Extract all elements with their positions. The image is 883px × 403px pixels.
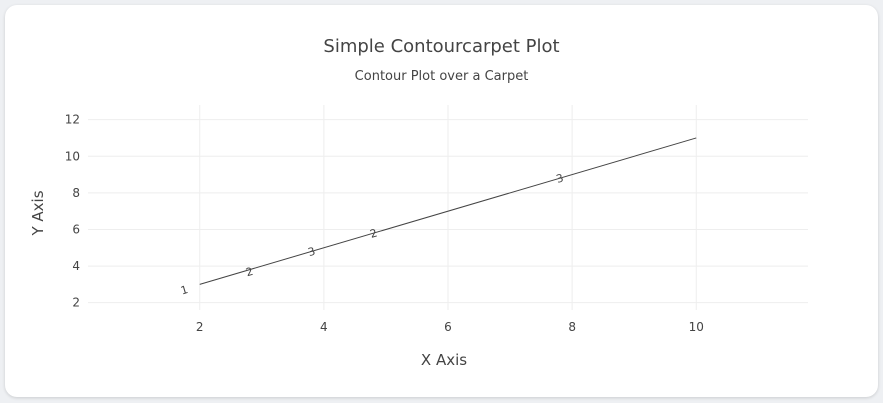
chart-subtitle: Contour Plot over a Carpet <box>354 69 529 84</box>
contour-label: 3 <box>555 171 565 185</box>
x-tick-label: 8 <box>568 320 576 334</box>
contour-label: 1 <box>179 283 189 297</box>
y-tick-label: 10 <box>65 149 80 163</box>
y-axis-title: Y Axis <box>29 190 47 236</box>
x-tick-label: 2 <box>196 320 204 334</box>
y-tick-label: 4 <box>72 259 80 273</box>
y-tick-label: 12 <box>65 113 80 127</box>
grid-lines <box>88 105 808 310</box>
y-tick-label: 6 <box>72 222 80 236</box>
x-tick-label: 10 <box>689 320 704 334</box>
y-tick-label: 8 <box>72 186 80 200</box>
chart-card: Simple Contourcarpet Plot Contour Plot o… <box>5 5 878 397</box>
carpet-series <box>199 137 697 285</box>
x-tick-label: 6 <box>444 320 452 334</box>
contour-labels: 1 2 3 2 3 <box>179 171 565 297</box>
x-axis-title: X Axis <box>421 351 467 369</box>
chart-title: Simple Contourcarpet Plot <box>323 36 560 57</box>
contour-label: 3 <box>306 245 316 259</box>
y-tick-label: 2 <box>72 296 80 310</box>
x-tick-label: 4 <box>320 320 328 334</box>
carpet-line <box>199 137 697 285</box>
contour-label: 2 <box>368 226 378 240</box>
contour-label: 2 <box>244 265 254 279</box>
